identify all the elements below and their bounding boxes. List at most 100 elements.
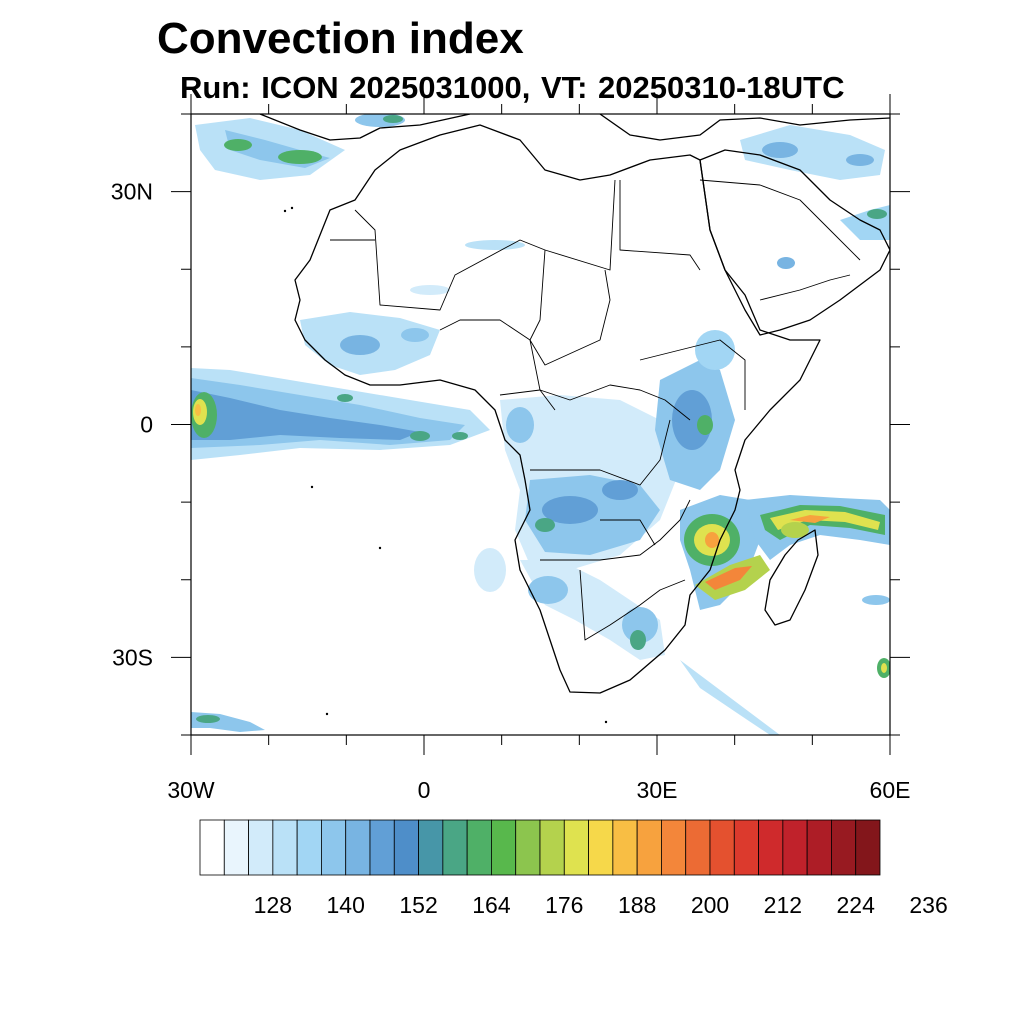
convection-area — [535, 518, 555, 532]
island-dots — [283, 206, 608, 724]
europe-coastline — [259, 114, 471, 141]
colorbar-swatch — [199, 819, 225, 876]
colorbar-swatch — [758, 819, 784, 876]
colorbar-swatch — [685, 819, 711, 876]
colorbar-swatch — [855, 819, 881, 876]
convection-area — [506, 407, 534, 443]
colorbar-swatch — [369, 819, 395, 876]
lon-tick-label: 0 — [418, 777, 431, 803]
colorbar-swatch — [661, 819, 687, 876]
chart-subtitle: Run: ICON 2025031000, VT: 20250310-18UTC — [180, 70, 845, 105]
colorbar-swatch — [491, 819, 517, 876]
lon-tick-label: 30W — [167, 777, 215, 803]
convection-area — [770, 510, 880, 530]
colorbar-swatch — [345, 819, 371, 876]
colorbar-swatch — [782, 819, 808, 876]
lat-tick-label: 30N — [111, 179, 153, 205]
convection-area — [867, 209, 887, 219]
convection-area — [278, 150, 322, 164]
convection-area — [410, 431, 430, 441]
convection-area — [705, 566, 752, 590]
convection-area — [195, 404, 201, 416]
convection-area — [740, 125, 885, 180]
country-border — [600, 519, 656, 546]
coastlines — [259, 114, 890, 694]
convection-area — [846, 154, 874, 166]
country-border — [530, 419, 671, 486]
colorbar-label: 164 — [472, 892, 511, 918]
country-border — [540, 499, 691, 561]
axis-labels: 30N 0 30S 30W 0 30E 60E — [111, 179, 911, 803]
country-border — [529, 249, 611, 366]
colorbar-label: 212 — [764, 892, 802, 918]
country-border — [759, 274, 851, 301]
country-border — [354, 179, 616, 311]
colorbar-swatch — [563, 819, 589, 876]
colorbar-swatch — [733, 819, 759, 876]
convection-area — [452, 432, 468, 440]
colorbar-swatch — [588, 819, 614, 876]
africa-coastline — [294, 124, 821, 694]
colorbar-swatch — [223, 819, 249, 876]
colorbar-swatch — [539, 819, 565, 876]
lat-tick-label: 30S — [112, 644, 153, 670]
colorbar-label: 200 — [691, 892, 729, 918]
colorbar-label: 152 — [399, 892, 437, 918]
colorbar-swatch — [296, 819, 322, 876]
island-dot — [283, 209, 287, 213]
colorbar-swatch — [636, 819, 662, 876]
colorbar-label: 128 — [254, 892, 292, 918]
country-border — [699, 179, 861, 261]
arabia-coastline — [699, 149, 890, 336]
convection-area — [672, 390, 712, 450]
axis-ticks — [171, 94, 910, 755]
convection-area — [196, 715, 220, 723]
colorbar-swatch — [393, 819, 419, 876]
convection-area — [340, 335, 380, 355]
country-border — [499, 384, 691, 421]
convection-area — [191, 390, 420, 440]
colorbar-label: 140 — [327, 892, 365, 918]
convection-area — [881, 663, 887, 673]
island-dot — [310, 485, 314, 489]
colorbar-swatch — [418, 819, 444, 876]
convection-area — [465, 240, 525, 250]
colorbar-swatch — [831, 819, 857, 876]
convection-area — [383, 115, 403, 123]
convection-area — [474, 548, 506, 592]
map-panel — [190, 113, 891, 736]
colorbar-swatch — [321, 819, 347, 876]
lon-tick-label: 60E — [870, 777, 911, 803]
madagascar-coastline — [764, 529, 819, 626]
colorbar-label: 236 — [909, 892, 947, 918]
convection-area — [790, 515, 830, 523]
convection-area — [705, 532, 719, 548]
colorbar-label: 176 — [545, 892, 583, 918]
colorbar-label: 224 — [837, 892, 876, 918]
convection-area — [622, 607, 658, 643]
colorbar-swatch — [515, 819, 541, 876]
colorbar-swatch — [442, 819, 468, 876]
convection-area — [401, 328, 429, 342]
colorbar-swatch — [466, 819, 492, 876]
colorbar-swatch — [248, 819, 274, 876]
colorbar-label: 188 — [618, 892, 656, 918]
country-border — [639, 339, 746, 410]
chart-title: Convection index — [157, 14, 524, 63]
convection-area — [337, 394, 353, 402]
convection-area — [542, 496, 598, 524]
convection-area — [862, 595, 890, 605]
convection-area — [410, 285, 450, 295]
lat-tick-label: 0 — [140, 412, 153, 438]
convection-field — [191, 114, 890, 735]
colorbar: 128 140 152 164 176 188 200 212 224 236 — [199, 819, 948, 918]
colorbar-swatch — [806, 819, 832, 876]
country-border — [619, 180, 701, 271]
island-dot — [378, 546, 382, 550]
convection-area — [781, 522, 809, 538]
island-dot — [325, 712, 329, 716]
colorbar-swatch — [272, 819, 298, 876]
convection-area — [630, 630, 646, 650]
country-borders — [330, 179, 861, 641]
